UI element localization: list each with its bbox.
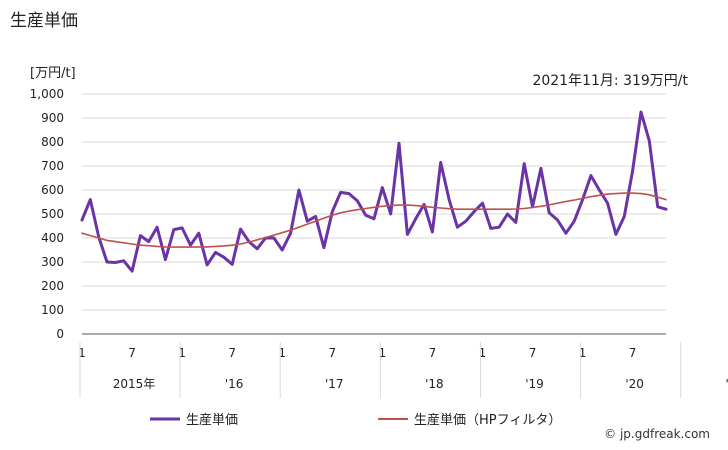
year-label-6: '21 — [725, 377, 728, 391]
x-tick-label-1: 7 — [128, 346, 136, 360]
year-label-3: '18 — [425, 377, 444, 391]
y-tick-label-1000: 1,000 — [30, 87, 64, 101]
y-tick-label-200: 200 — [41, 279, 64, 293]
x-tick-label-2: 1 — [178, 346, 186, 360]
y-tick-label-300: 300 — [41, 255, 64, 269]
year-label-5: '20 — [625, 377, 644, 391]
y-axis-unit: [万円/t] — [30, 66, 76, 81]
source-watermark: © jp.gdfreak.com — [604, 427, 710, 441]
x-tick-label-0: 1 — [78, 346, 86, 360]
x-tick-label-4: 1 — [278, 346, 286, 360]
x-tick-label-6: 1 — [379, 346, 387, 360]
y-tick-label-800: 800 — [41, 135, 64, 149]
x-tick-label-5: 7 — [328, 346, 336, 360]
year-label-4: '19 — [525, 377, 544, 391]
x-tick-label-7: 7 — [429, 346, 437, 360]
x-tick-label-3: 7 — [228, 346, 236, 360]
y-tick-label-0: 0 — [56, 327, 64, 341]
y-tick-label-900: 900 — [41, 111, 64, 125]
year-label-2: '17 — [325, 377, 344, 391]
x-tick-label-11: 7 — [629, 346, 637, 360]
x-tick-label-8: 1 — [479, 346, 487, 360]
legend-item-hp-filter-label: 生産単価（HPフィルタ） — [414, 412, 561, 428]
y-tick-label-400: 400 — [41, 231, 64, 245]
y-tick-label-500: 500 — [41, 207, 64, 221]
legend-item-production-unit-price-label: 生産単価 — [186, 412, 238, 428]
latest-value-annotation: 2021年11月: 319万円/t — [532, 73, 688, 89]
x-tick-label-9: 7 — [529, 346, 537, 360]
x-tick-label-10: 1 — [579, 346, 587, 360]
y-tick-label-700: 700 — [41, 159, 64, 173]
series-line-production-unit-price — [80, 110, 668, 273]
chart-title: 生産単価 — [10, 11, 78, 31]
y-tick-label-100: 100 — [41, 303, 64, 317]
year-label-1: '16 — [225, 377, 244, 391]
year-label-0: 2015年 — [113, 377, 156, 391]
series-line-hp-filter — [81, 192, 667, 248]
y-tick-label-600: 600 — [41, 183, 64, 197]
